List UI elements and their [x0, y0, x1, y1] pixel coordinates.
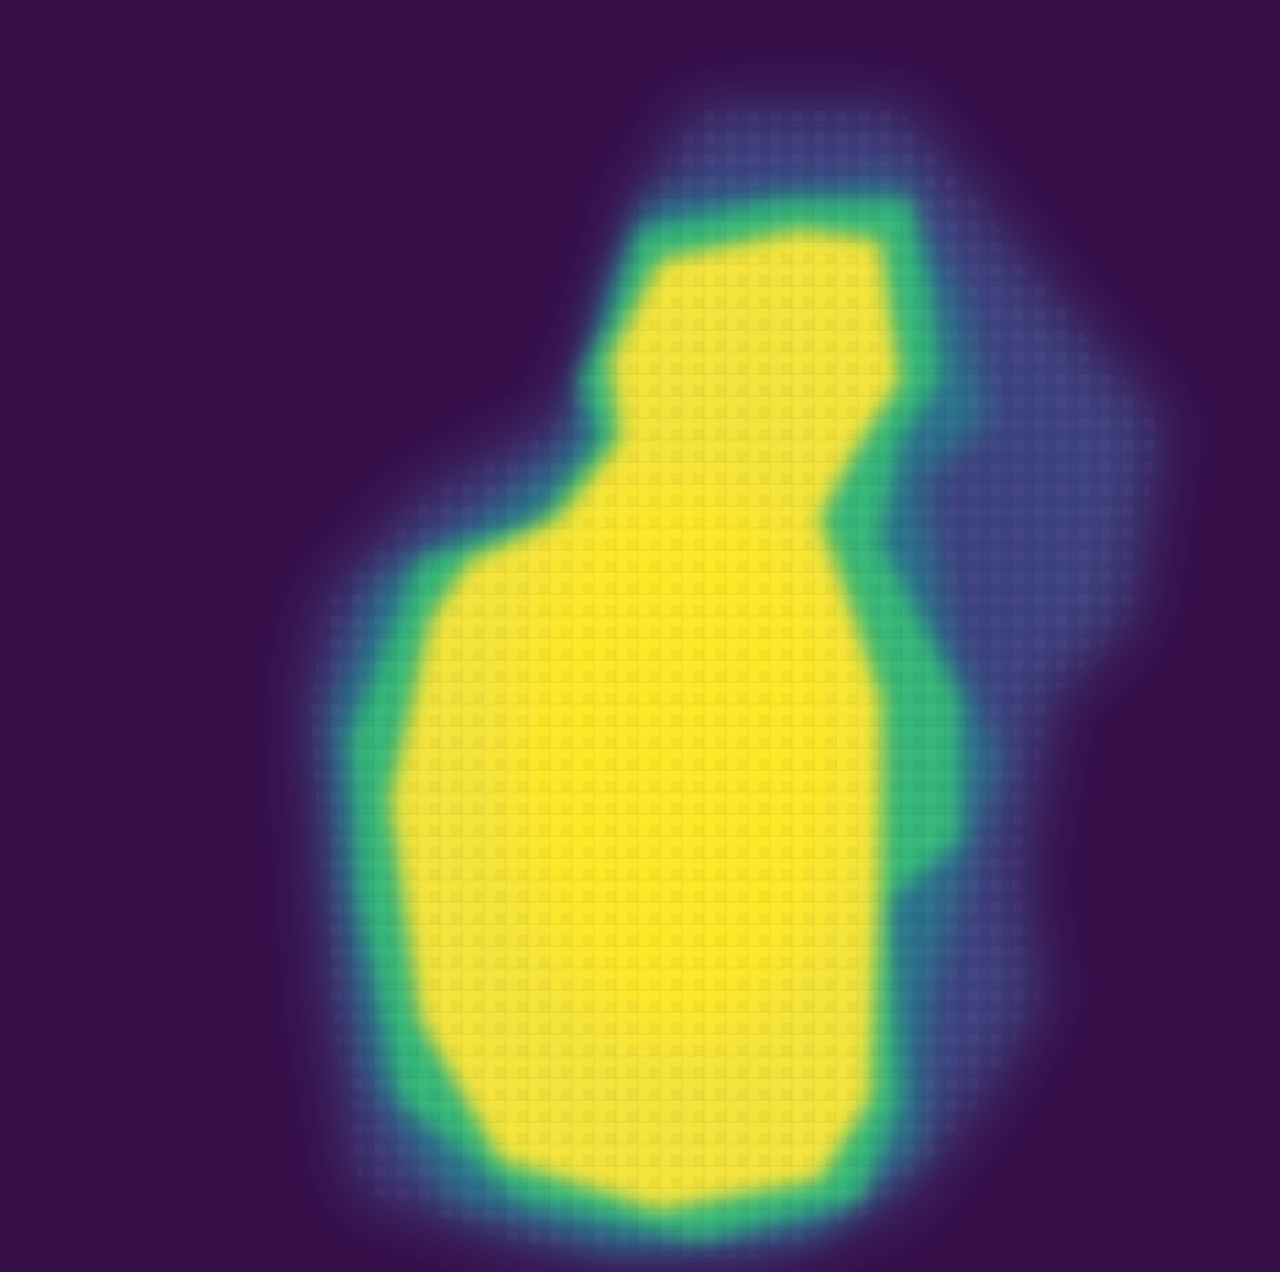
- heatmap-image: [310, 110, 1160, 1260]
- page: [310, 110, 1160, 1260]
